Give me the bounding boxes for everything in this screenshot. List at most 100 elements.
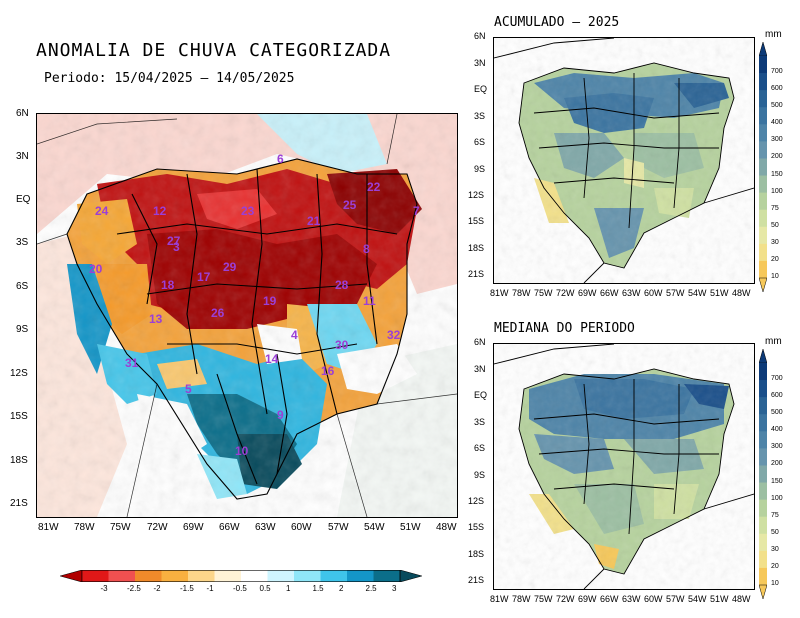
mm-colorbar-segment [759,448,767,466]
basin-number: 17 [197,270,211,284]
mediana-lat-label: EQ [474,390,488,400]
mm-colorbar-tick-label: 200 [771,153,783,161]
mm-colorbar-segment [759,277,767,292]
basin-number: 13 [149,312,163,326]
colorbar-segment [135,570,162,582]
lon-label: 69W [183,522,204,533]
acumulado-lon-label: 69W [578,288,597,298]
lon-label: 51W [400,522,421,533]
mm-colorbar-segment [759,209,767,228]
basin-number: 21 [307,214,321,228]
lat-label: 3N [16,151,29,162]
mm-colorbar-tick-label: 75 [771,511,779,519]
colorbar-tick-label: -1.5 [180,584,194,593]
mm-colorbar-acumulado [759,42,767,292]
mediana-lat-label: 3S [474,417,486,427]
basin-number: 7 [413,204,420,218]
lon-label: 48W [436,522,457,533]
mediana-lon-label: 60W [644,594,663,604]
colorbar-segment [188,570,215,582]
acumulado-lat-label: EQ [474,84,488,94]
basin-number: 11 [363,294,376,308]
lon-label: 78W [74,522,95,533]
mm-colorbar-segment [759,124,767,142]
mm-colorbar-segment [759,397,767,415]
mediana-map-canvas [494,344,754,589]
mediana-lon-label: 81W [490,594,509,604]
acumulado-lon-label: 51W [710,288,729,298]
mediana-lon-label: 69W [578,594,597,604]
acumulado-title: ACUMULADO – 2025 [494,15,620,30]
basin-number: 3 [173,240,180,254]
acumulado-lat-label: 18S [468,243,485,253]
mm-colorbar-segment [759,584,767,599]
mediana-map [493,343,755,590]
anomaly-map: 6 12 24 23 21 22 25 27 20 29 8 17 18 28 … [36,113,458,518]
basin-number: 26 [211,306,225,320]
acumulado-lat-label: 9S [474,164,486,174]
mm-colorbar-tick-label: 20 [771,255,779,263]
mediana-lon-label: 57W [666,594,685,604]
lat-label: 15S [10,411,28,422]
mm-colorbar-tick-label: 100 [771,187,783,195]
colorbar-segment [161,570,189,582]
lon-label: 57W [328,522,349,533]
basin-number: 8 [363,242,370,256]
acumulado-map-canvas [494,38,754,283]
basin-number: 25 [343,198,357,212]
basin-number: 4 [291,328,298,342]
colorbar-tick-label: -1 [206,584,214,593]
mm-colorbar-segment [759,482,767,501]
basin-number: 20 [89,262,103,276]
colorbar-tick-label: 0.5 [259,584,271,593]
lat-label: 6S [16,281,29,292]
colorbar-tick-label: 1 [286,584,291,593]
acumulado-lon-label: 78W [512,288,531,298]
lon-label: 60W [291,522,312,533]
acumulado-lat-label: 3N [474,58,486,68]
basin-number: 19 [263,294,277,308]
lon-label: 54W [364,522,385,533]
mediana-lat-label: 9S [474,470,486,480]
mediana-lon-label: 51W [710,594,729,604]
mm-colorbar-tick-label: 600 [771,85,783,93]
mm-colorbar-segment [759,550,767,569]
colorbar-segment [60,570,83,582]
acumulado-lon-label: 54W [688,288,707,298]
lon-label: 66W [219,522,240,533]
mm-colorbar-tick-label: 50 [771,528,779,536]
mm-colorbar-tick-label: 75 [771,204,779,212]
basin-number: 14 [265,352,279,366]
mm-colorbar-tick-label: 300 [771,136,783,144]
basin-number: 12 [153,204,167,218]
colorbar-tick-label: 2.5 [365,584,377,593]
lat-label: 18S [10,455,28,466]
mm-colorbar-tick-label: 700 [771,68,783,76]
mediana-lon-label: 75W [534,594,553,604]
mm-colorbar-segment [759,56,767,74]
mm-colorbar-segment [759,42,767,57]
acumulado-lon-label: 66W [600,288,619,298]
colorbar-segment [82,570,109,582]
basin-number: 28 [335,278,349,292]
mm-colorbar-tick-label: 10 [771,580,779,587]
mediana-lon-label: 66W [600,594,619,604]
basin-number: 32 [387,328,401,342]
colorbar-tick-label: -2.5 [127,584,141,593]
mm-colorbar-segment [759,516,767,535]
lon-label: 81W [38,522,59,533]
mm-colorbar-segment [759,380,767,398]
acumulado-lon-label: 72W [556,288,575,298]
lat-label: EQ [16,194,31,205]
mediana-lat-label: 6S [474,443,486,453]
acumulado-lat-label: 6N [474,31,486,41]
lat-label: 21S [10,498,28,509]
basin-number: 5 [185,382,192,396]
mm-colorbar-tick-label: 150 [771,477,783,485]
basin-number: 24 [95,204,109,218]
mm-colorbar-segment [759,499,767,518]
colorbar-tick-label: -2 [153,584,161,593]
mm-colorbar-tick-label: 300 [771,443,783,451]
colorbar-tick-label: 1.5 [312,584,324,593]
mm-colorbar-segment [759,465,767,483]
